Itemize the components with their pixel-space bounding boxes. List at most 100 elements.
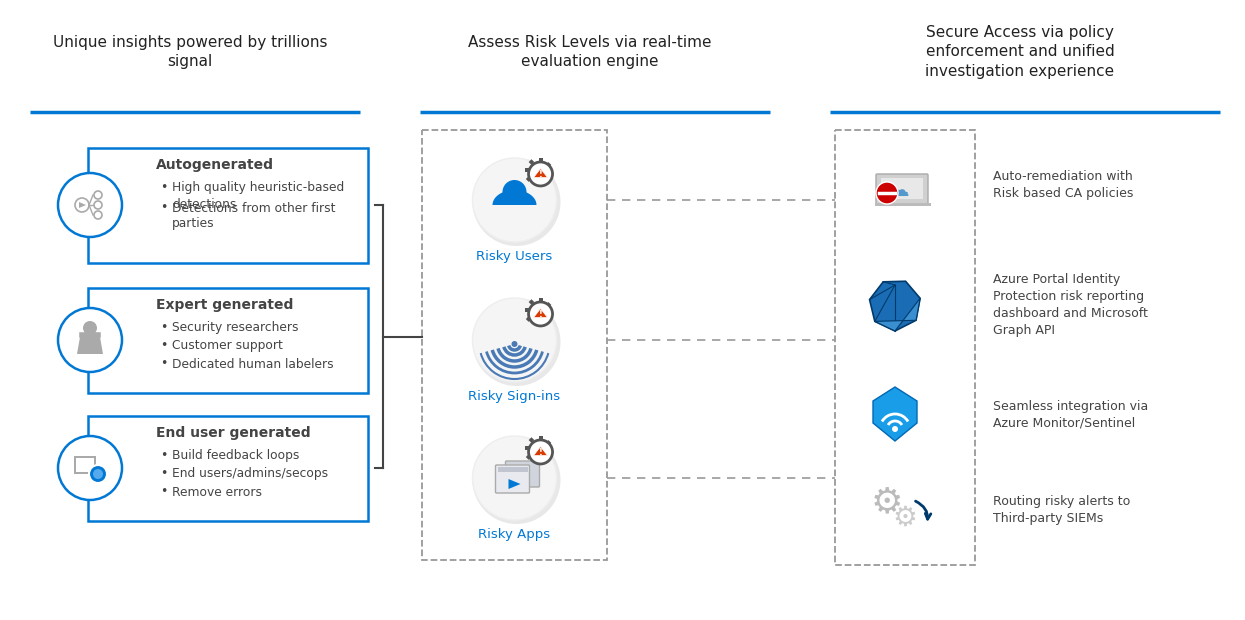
Polygon shape <box>508 479 520 489</box>
Bar <box>545 302 552 308</box>
Text: Seamless integration via
Azure Monitor/Sentinel: Seamless integration via Azure Monitor/S… <box>994 400 1148 430</box>
Text: Risky Apps: Risky Apps <box>478 528 550 541</box>
Text: •: • <box>161 467 167 481</box>
Bar <box>524 168 529 172</box>
Bar <box>88 148 369 262</box>
Bar <box>534 322 539 326</box>
Bar <box>498 467 528 472</box>
Circle shape <box>473 158 560 246</box>
Bar <box>525 316 532 322</box>
FancyBboxPatch shape <box>496 465 529 493</box>
Circle shape <box>529 440 553 464</box>
Bar <box>881 178 923 199</box>
Bar <box>525 454 532 460</box>
Bar <box>545 162 552 168</box>
FancyBboxPatch shape <box>876 174 928 204</box>
Circle shape <box>503 180 527 204</box>
Text: Secure Access via policy
enforcement and unified
investigation experience: Secure Access via policy enforcement and… <box>925 25 1114 79</box>
FancyBboxPatch shape <box>505 461 539 487</box>
Bar <box>529 437 534 443</box>
Text: Expert generated: Expert generated <box>156 298 294 312</box>
Text: •: • <box>161 322 167 335</box>
Bar <box>539 298 543 302</box>
Polygon shape <box>78 202 86 208</box>
Text: High quality heuristic-based
detections: High quality heuristic-based detections <box>172 182 345 211</box>
Bar <box>529 159 534 165</box>
Circle shape <box>876 182 898 204</box>
Text: End user generated: End user generated <box>156 427 310 440</box>
Text: ☁: ☁ <box>890 180 910 200</box>
Text: ⚙: ⚙ <box>870 485 903 519</box>
Text: Unique insights powered by trillions
signal: Unique insights powered by trillions sig… <box>52 35 327 69</box>
Text: Remove errors: Remove errors <box>172 485 261 498</box>
Bar <box>529 299 534 305</box>
Circle shape <box>532 165 549 183</box>
Bar <box>73 456 96 474</box>
Polygon shape <box>534 169 548 177</box>
Circle shape <box>891 426 898 432</box>
Text: !: ! <box>539 170 543 179</box>
Polygon shape <box>534 446 548 456</box>
Bar <box>543 457 549 463</box>
Polygon shape <box>875 298 920 331</box>
Bar <box>88 288 369 392</box>
Text: •: • <box>161 202 167 215</box>
Bar <box>539 436 543 440</box>
Circle shape <box>93 469 103 479</box>
Circle shape <box>473 436 557 520</box>
Circle shape <box>529 162 553 186</box>
Circle shape <box>532 305 549 323</box>
Bar <box>549 312 553 316</box>
Circle shape <box>59 173 122 237</box>
Polygon shape <box>869 281 920 331</box>
Bar <box>875 203 931 206</box>
Text: Routing risky alerts to
Third-party SIEMs: Routing risky alerts to Third-party SIEM… <box>994 495 1130 525</box>
Text: •: • <box>161 485 167 498</box>
Text: Build feedback loops: Build feedback loops <box>172 450 299 463</box>
Text: Autogenerated: Autogenerated <box>156 159 274 172</box>
Text: •: • <box>161 450 167 463</box>
Text: !: ! <box>539 311 543 319</box>
Polygon shape <box>873 387 918 441</box>
Bar <box>524 308 529 312</box>
Circle shape <box>473 158 557 242</box>
Bar <box>76 458 95 472</box>
Text: ⚙: ⚙ <box>893 504 918 532</box>
Circle shape <box>532 443 549 461</box>
Bar <box>549 450 553 454</box>
Text: Customer support: Customer support <box>172 340 283 353</box>
Circle shape <box>473 298 560 386</box>
Polygon shape <box>493 190 537 205</box>
Circle shape <box>83 321 97 335</box>
Bar <box>543 319 549 325</box>
Text: !: ! <box>539 448 543 458</box>
Bar <box>549 172 553 176</box>
Circle shape <box>59 308 122 372</box>
Text: Security researchers: Security researchers <box>172 322 299 335</box>
Circle shape <box>529 302 553 326</box>
Text: •: • <box>161 182 167 195</box>
Bar <box>545 440 552 446</box>
Text: Detections from other first
parties: Detections from other first parties <box>172 202 335 231</box>
Bar <box>835 130 975 565</box>
Bar <box>88 415 369 521</box>
Bar <box>525 176 532 182</box>
Bar <box>524 446 529 450</box>
Bar <box>543 179 549 185</box>
Circle shape <box>512 341 518 347</box>
Text: End users/admins/secops: End users/admins/secops <box>172 467 329 481</box>
Polygon shape <box>77 337 103 354</box>
Circle shape <box>473 298 557 382</box>
Circle shape <box>88 465 107 483</box>
Text: Risky Users: Risky Users <box>477 250 553 263</box>
Polygon shape <box>534 309 548 317</box>
Circle shape <box>59 436 122 500</box>
Circle shape <box>473 436 560 524</box>
Text: Risky Sign-ins: Risky Sign-ins <box>468 390 560 403</box>
Text: •: • <box>161 340 167 353</box>
Bar <box>534 182 539 186</box>
Text: •: • <box>161 358 167 371</box>
Text: Azure Portal Identity
Protection risk reporting
dashboard and Microsoft
Graph AP: Azure Portal Identity Protection risk re… <box>994 273 1148 337</box>
Bar <box>534 460 539 464</box>
Text: Auto-remediation with
Risk based CA policies: Auto-remediation with Risk based CA poli… <box>994 170 1133 200</box>
